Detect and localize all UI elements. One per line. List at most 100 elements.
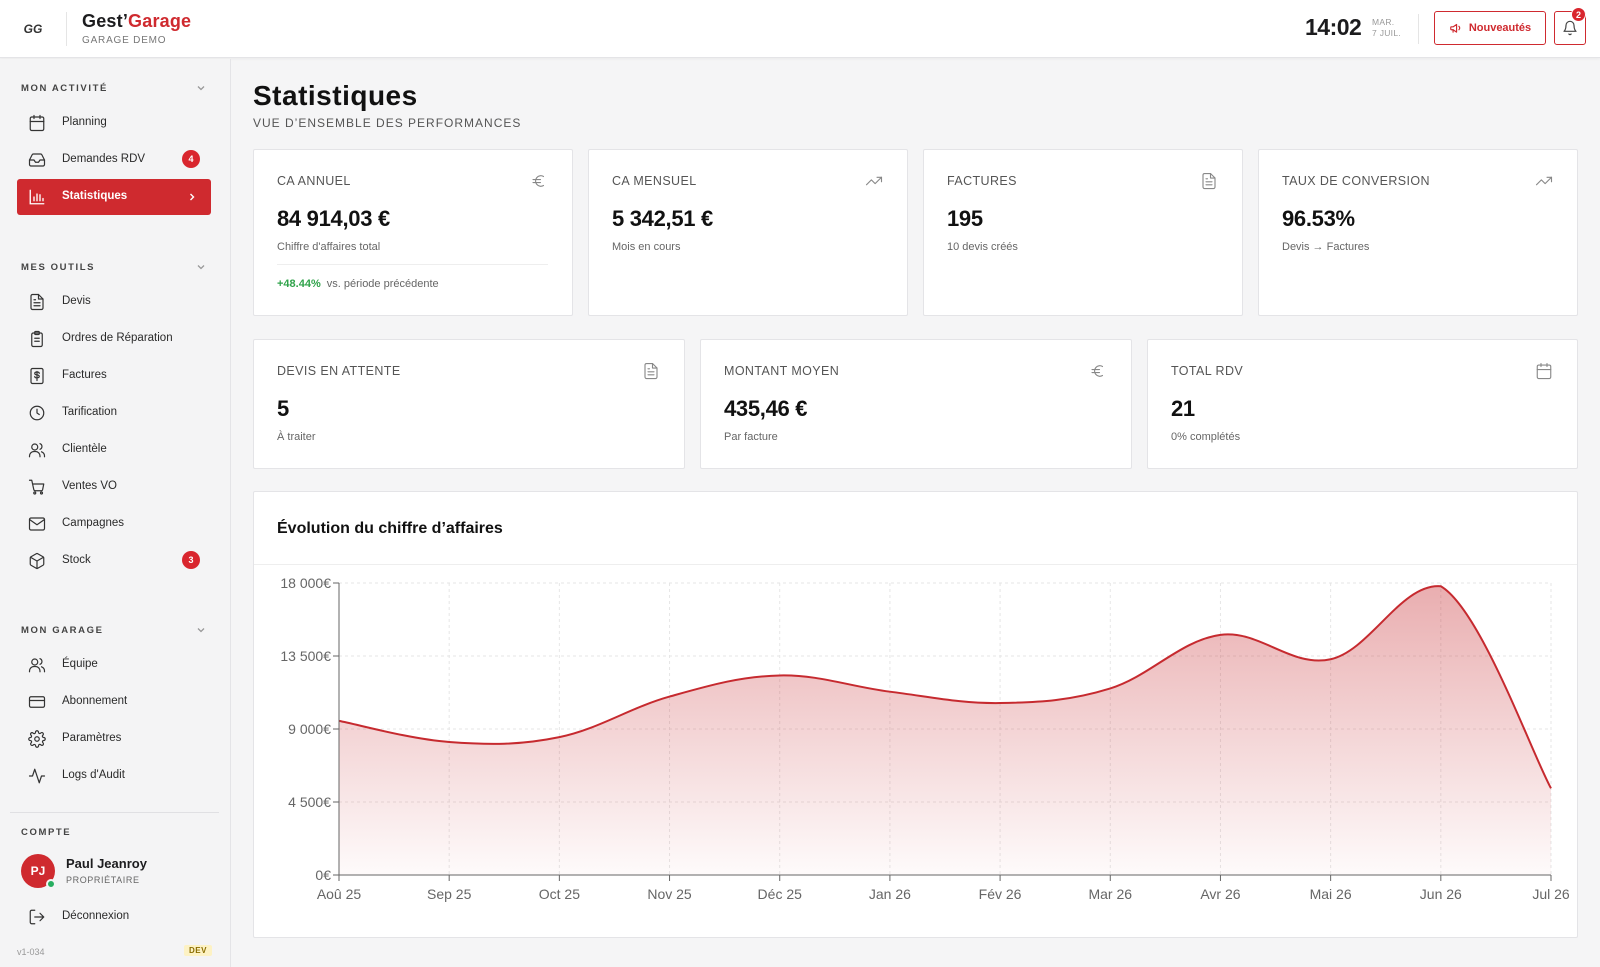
sidebar-item-factures[interactable]: Factures <box>17 358 211 394</box>
chevron-right-icon <box>190 193 195 201</box>
brand-name: Gest’Garage <box>82 11 192 31</box>
kpi-card-factures: FACTURES 195 10 devis créés <box>923 149 1243 316</box>
sidebar-divider <box>10 812 219 813</box>
x-tick-label: Oct 25 <box>539 886 580 902</box>
header-divider <box>66 12 67 46</box>
calendar-icon <box>1536 362 1552 380</box>
kpi-value: 5 <box>277 396 289 421</box>
stock-count-badge: 3 <box>182 551 200 569</box>
activity-icon <box>28 768 46 784</box>
y-tick-label: 0€ <box>315 867 331 883</box>
document-icon <box>30 293 44 311</box>
sidebar-item-tarification[interactable]: Tarification <box>17 395 211 431</box>
x-tick-label: Nov 25 <box>647 886 692 902</box>
sidebar-item-campagnes[interactable]: Campagnes <box>17 506 211 542</box>
kpi-card-montant-moyen: MONTANT MOYEN 435,46 € Par facture <box>700 339 1132 469</box>
section-title-compte: COMPTE <box>21 827 72 838</box>
y-tick-label: 9 000€ <box>288 721 331 737</box>
kpi-value: 84 914,03 € <box>277 206 390 231</box>
euro-icon <box>532 175 545 187</box>
credit-card-icon <box>28 696 46 708</box>
online-status-dot <box>46 879 56 889</box>
users-icon <box>28 443 46 458</box>
chevron-down-icon[interactable] <box>196 83 206 93</box>
x-tick-label: Jun 26 <box>1420 886 1462 902</box>
chevron-down-icon[interactable] <box>196 262 206 272</box>
y-tick-label: 4 500€ <box>288 794 331 810</box>
sidebar-item-clientele[interactable]: Clientèle <box>17 432 211 468</box>
kpi-card-ca-mensuel: CA MENSUEL 5 342,51 € Mois en cours <box>588 149 908 316</box>
trending-up-icon <box>865 176 883 186</box>
section-title-outils: MES OUTILS <box>21 262 96 273</box>
kpi-trend: +48.44% vs. période précédente <box>277 278 439 290</box>
app-logo[interactable]: GG <box>20 16 46 42</box>
sidebar-item-planning[interactable]: Planning <box>17 105 211 141</box>
logout-button[interactable]: Déconnexion <box>17 899 211 935</box>
trending-up-icon <box>1535 176 1553 186</box>
document-icon <box>644 362 658 380</box>
sidebar-item-ordres-reparation[interactable]: Ordres de Réparation <box>17 321 211 357</box>
x-tick-label: Sep 25 <box>427 886 472 902</box>
bar-chart-icon <box>29 189 45 205</box>
kpi-value: 96.53% <box>1282 206 1355 231</box>
x-tick-label: Aoû 25 <box>317 886 362 902</box>
user-name: Paul Jeanroy <box>66 856 147 871</box>
kpi-card-devis-attente: DEVIS EN ATTENTE 5 À traiter <box>253 339 685 469</box>
chevron-down-icon[interactable] <box>196 625 206 635</box>
logo-text: GG <box>23 22 43 36</box>
sidebar-item-devis[interactable]: Devis <box>17 284 211 320</box>
kpi-value: 435,46 € <box>724 396 808 421</box>
revenue-chart-card: Évolution du chiffre d’affaires 0€ 4 500€… <box>253 491 1578 938</box>
garage-name: GARAGE DEMO <box>82 35 167 46</box>
page-title: Statistiques <box>253 80 418 111</box>
y-tick-label: 18 000€ <box>280 575 331 591</box>
x-tick-label: Avr 26 <box>1200 886 1240 902</box>
kpi-value: 5 342,51 € <box>612 206 713 231</box>
chart-header-divider <box>254 564 1577 565</box>
kpi-value: 195 <box>947 206 983 231</box>
y-tick-label: 13 500€ <box>280 648 331 664</box>
x-tick-label: Mar 26 <box>1088 886 1132 902</box>
dollar-document-icon <box>30 367 44 385</box>
mail-icon <box>28 517 46 531</box>
x-tick-label: Déc 25 <box>758 886 803 902</box>
sidebar-item-equipe[interactable]: Équipe <box>17 647 211 683</box>
box-icon <box>29 552 45 570</box>
env-tag: DEV <box>184 945 212 956</box>
kpi-card-ca-annuel: CA ANNUEL 84 914,03 € Chiffre d'affaires… <box>253 149 573 316</box>
calendar-icon <box>29 114 45 132</box>
inbox-icon <box>28 153 46 167</box>
user-role: PROPRIÉTAIRE <box>66 875 140 885</box>
sidebar-item-ventes-vo[interactable]: Ventes VO <box>17 469 211 505</box>
sidebar-item-abonnement[interactable]: Abonnement <box>17 684 211 720</box>
section-title-activite: MON ACTIVITÉ <box>21 83 108 94</box>
sidebar: MON ACTIVITÉ Planning Demandes RDV 4 Sta… <box>0 59 231 967</box>
x-tick-label: Jan 26 <box>869 886 911 902</box>
gear-icon <box>28 730 46 748</box>
logout-icon <box>29 909 45 925</box>
sidebar-item-parametres[interactable]: Paramètres <box>17 721 211 757</box>
sidebar-item-statistiques[interactable]: Statistiques <box>17 179 211 215</box>
sidebar-item-logs-audit[interactable]: Logs d'Audit <box>17 758 211 794</box>
notification-count-badge: 2 <box>1571 7 1586 22</box>
x-tick-label: Mai 26 <box>1310 886 1352 902</box>
revenue-area-chart[interactable]: 0€ 4 500€ 9 000€ 13 500€ 18 000€ Aoû 25 Sep 25… <box>254 565 1577 937</box>
kpi-card-taux-conversion: TAUX DE CONVERSION 96.53% Devis → Factur… <box>1258 149 1578 316</box>
clock-time: 14:02 <box>1305 14 1362 40</box>
app-version: v1-034 <box>17 947 45 957</box>
kpi-value: 21 <box>1171 396 1195 421</box>
app-header: GG Gest’Garage GARAGE DEMO 14:02 MAR. 7 … <box>0 0 1600 58</box>
megaphone-icon <box>1449 23 1461 33</box>
section-title-garage: MON GARAGE <box>21 625 104 636</box>
page-subtitle: VUE D’ENSEMBLE DES PERFORMANCES <box>253 116 522 130</box>
card-divider <box>277 264 548 265</box>
chart-title: Évolution du chiffre d’affaires <box>277 520 503 537</box>
x-tick-label: Fév 26 <box>979 886 1022 902</box>
sidebar-item-demandes-rdv[interactable]: Demandes RDV 4 <box>17 142 211 178</box>
kpi-card-total-rdv: TOTAL RDV 21 0% complétés <box>1147 339 1578 469</box>
news-button[interactable]: Nouveautés <box>1434 11 1546 45</box>
sidebar-item-stock[interactable]: Stock 3 <box>17 543 211 579</box>
x-tick-label: Jul 26 <box>1532 886 1570 902</box>
cart-icon <box>28 479 45 495</box>
demandes-count-badge: 4 <box>182 150 200 168</box>
